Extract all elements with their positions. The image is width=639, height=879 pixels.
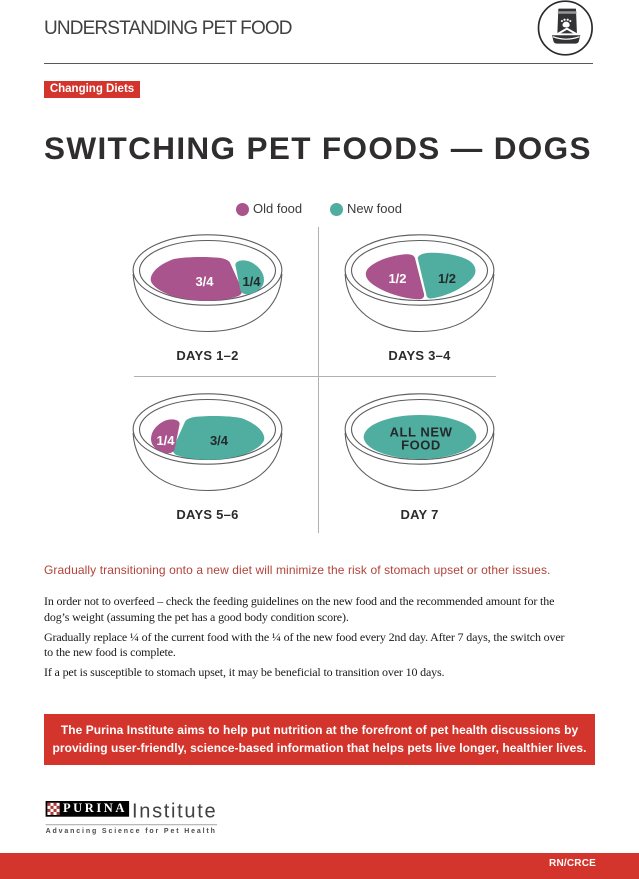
svg-text:1/4: 1/4 <box>242 274 261 289</box>
svg-text:1/4: 1/4 <box>156 433 175 448</box>
svg-text:Advancing Science for Pet Heal: Advancing Science for Pet Health <box>46 828 217 835</box>
svg-text:3/4: 3/4 <box>195 274 214 289</box>
svg-text:PURINA: PURINA <box>63 801 127 815</box>
svg-text:ALL NEW: ALL NEW <box>390 424 453 439</box>
svg-text:3/4: 3/4 <box>210 433 229 448</box>
svg-text:1/2: 1/2 <box>438 271 456 286</box>
svg-text:1/2: 1/2 <box>388 271 406 286</box>
svg-text:FOOD: FOOD <box>401 437 441 452</box>
svg-text:Institute: Institute <box>132 800 217 822</box>
